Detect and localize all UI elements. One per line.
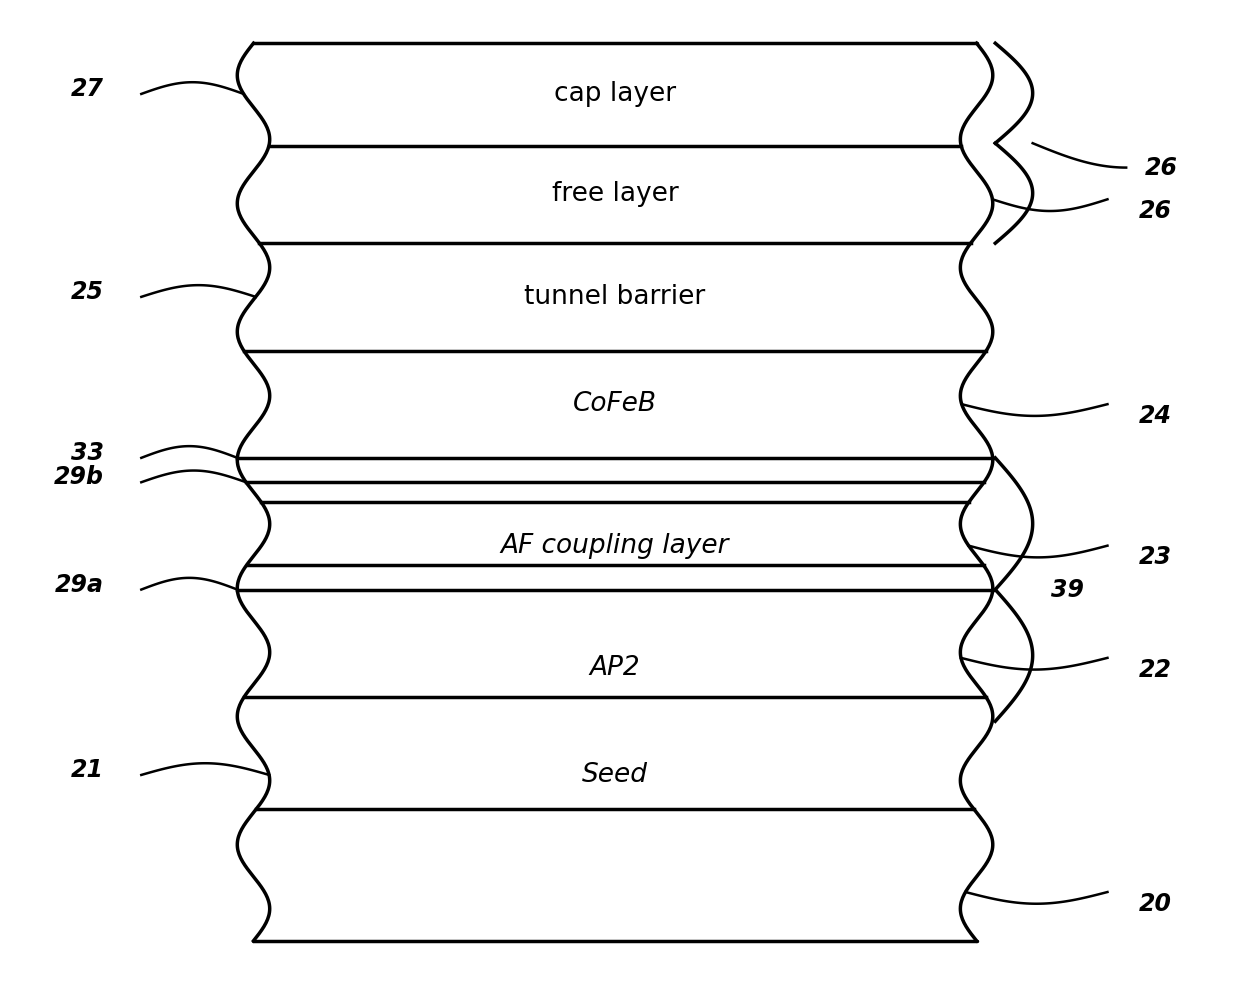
Text: Seed: Seed <box>582 762 648 788</box>
Text: cap layer: cap layer <box>553 82 676 107</box>
Text: 29a: 29a <box>55 573 104 596</box>
Text: 26: 26 <box>1145 155 1178 180</box>
Text: 23: 23 <box>1138 545 1172 570</box>
Text: AP2: AP2 <box>590 654 640 681</box>
Text: 21: 21 <box>70 758 104 782</box>
Text: 20: 20 <box>1138 892 1172 916</box>
Text: 27: 27 <box>70 77 104 101</box>
Text: 25: 25 <box>70 280 104 304</box>
Text: free layer: free layer <box>552 181 679 208</box>
Text: tunnel barrier: tunnel barrier <box>525 283 705 310</box>
Text: 24: 24 <box>1138 403 1172 428</box>
Text: 22: 22 <box>1138 657 1172 682</box>
Text: 29b: 29b <box>54 465 104 489</box>
Text: 33: 33 <box>70 441 104 465</box>
Text: AF coupling layer: AF coupling layer <box>501 532 729 559</box>
Text: 39: 39 <box>1052 578 1084 601</box>
Text: CoFeB: CoFeB <box>574 392 658 417</box>
Text: 26: 26 <box>1138 199 1172 223</box>
